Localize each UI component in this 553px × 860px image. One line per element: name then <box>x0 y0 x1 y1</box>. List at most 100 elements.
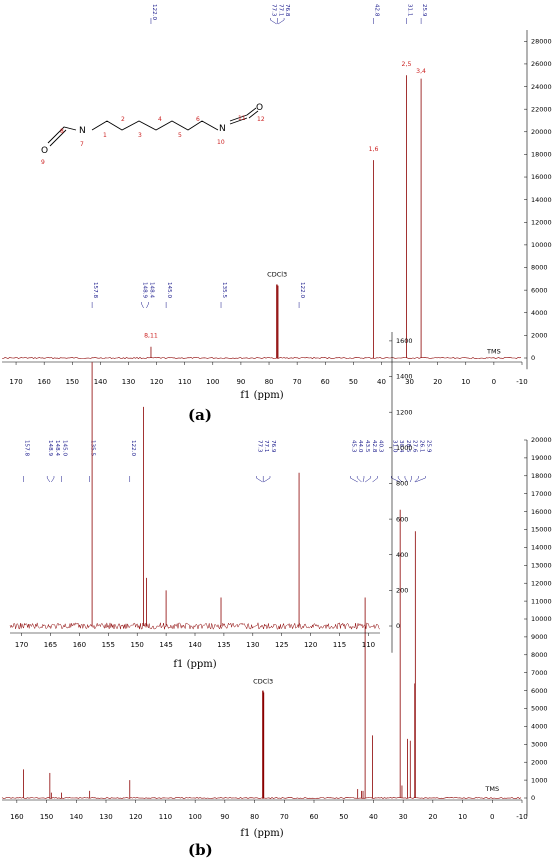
peak-shift-label: 157.8 <box>23 440 29 456</box>
x-tick-label: 140 <box>70 813 83 821</box>
panel-b-spectrum: 160 150 140 130 120 110 100 90 80 70 60 50 40 30 20 10 0… <box>1 436 552 839</box>
y-tick-label: 400 <box>396 551 408 559</box>
peak-shift-label: 31.0 <box>391 440 397 453</box>
peak-label-connector <box>362 476 365 483</box>
y-tick-label: 18000 <box>531 472 552 480</box>
baseline-trace <box>1 797 522 799</box>
x-tick-label: 80 <box>250 813 259 821</box>
x-axis-title: f1 (ppm) <box>240 390 283 401</box>
y-tick-label: 10000 <box>531 241 552 249</box>
atom-number-2: 2 <box>121 116 125 123</box>
peak-shift-label: 135.5 <box>90 440 96 456</box>
atom-number-3: 3 <box>138 132 142 139</box>
y-tick-label: 12000 <box>531 579 552 587</box>
x-tick-label: 120 <box>150 378 163 386</box>
x-tick-label: 100 <box>188 813 201 821</box>
x-tick-label: 70 <box>293 378 302 386</box>
x-tick-label: 150 <box>40 813 53 821</box>
x-tick-label: 110 <box>362 641 375 649</box>
peak-label-connector <box>391 476 401 483</box>
peak-shift-label: 76.8 <box>284 4 290 17</box>
peak-shift-label: 148.4 <box>148 282 154 298</box>
x-tick-label: 145 <box>159 641 172 649</box>
x-tick-label: 150 <box>131 641 144 649</box>
y-tick-label: 17000 <box>531 490 552 498</box>
y-tick-label: 2000 <box>531 332 548 340</box>
peak-shift-label: 42.8 <box>371 440 377 453</box>
y-tick-label: 9000 <box>531 633 548 641</box>
x-axis-title: f1 (ppm) <box>173 659 216 670</box>
peak-shift-label: 76.9 <box>270 440 276 453</box>
y-tick-label: 26000 <box>531 60 552 68</box>
x-tick-label: 30 <box>405 378 414 386</box>
peak-label-connector <box>415 476 426 483</box>
peak-label-connector <box>256 476 263 483</box>
peak-shift-label: 25.9 <box>421 4 427 17</box>
x-tick-label: 130 <box>99 813 112 821</box>
y-tick-label: 18000 <box>531 151 552 159</box>
peak-shift-label: 145.0 <box>166 282 172 298</box>
peak-shift-label: 30.4 <box>398 440 404 453</box>
atom-number-12: 12 <box>257 116 265 123</box>
x-tick-label: 140 <box>188 641 201 649</box>
y-tick-label: 8000 <box>531 264 548 272</box>
x-tick-label: 60 <box>321 378 330 386</box>
x-tick-label: 60 <box>310 813 319 821</box>
peak-shift-label: 42.8 <box>374 4 380 17</box>
peak-shift-label: 148.9 <box>47 440 53 456</box>
peak-shift-label: 77.3 <box>256 440 262 453</box>
peak-label-connector <box>397 476 403 483</box>
peak-shift-label: 45.3 <box>350 440 356 453</box>
panel-b-inset-spectrum: 170 165 160 155 150 145 140 135 130 125 120 115 110 f… <box>9 282 413 670</box>
x-tick-label: -10 <box>516 378 527 386</box>
y-tick-label: 1600 <box>396 337 413 345</box>
y-tick-label: 20000 <box>531 128 552 136</box>
atom-number-10: 10 <box>217 139 225 146</box>
peak-shift-label: 122.0 <box>151 4 157 20</box>
bond-c-o-right-1 <box>246 107 257 116</box>
double-bond-co-left <box>49 129 67 147</box>
atom-number-8: 8 <box>60 128 64 135</box>
peak-label-connector <box>263 476 271 483</box>
peak-label-connector <box>404 476 408 483</box>
x-tick-label: 160 <box>37 378 50 386</box>
bond-c-o-right-2 <box>248 110 259 119</box>
spectrum-annotation: TMS <box>484 785 499 793</box>
y-tick-label: 4000 <box>531 309 548 317</box>
peak-label-connector <box>141 302 144 309</box>
peak-label-connector <box>46 476 51 483</box>
x-tick-label: 10 <box>458 813 467 821</box>
x-tick-label: 110 <box>159 813 172 821</box>
x-tick-label: 140 <box>94 378 107 386</box>
atom-number-4: 4 <box>158 116 162 123</box>
x-tick-label: 70 <box>280 813 289 821</box>
x-tick-label: 50 <box>339 813 348 821</box>
y-tick-label: 20000 <box>531 436 552 444</box>
molecule-structure: O N N O 1 2 3 4 5 6 7 8 9 10 11 12 <box>41 103 265 166</box>
peak-shift-label: 25.9 <box>425 440 431 453</box>
x-tick-label: 90 <box>220 813 229 821</box>
y-tick-label: 1000 <box>396 444 413 452</box>
x-tick-label: 40 <box>377 378 386 386</box>
peak-shift-label: 148.4 <box>54 440 60 456</box>
x-tick-label: -10 <box>516 813 527 821</box>
peak-label-connector <box>51 476 55 483</box>
peak-shift-label: 145.0 <box>61 440 67 456</box>
x-axis-title: f1 (ppm) <box>240 828 283 839</box>
y-tick-label: 24000 <box>531 83 552 91</box>
peak-label-connector <box>356 476 362 483</box>
x-tick-label: 50 <box>349 378 358 386</box>
baseline-trace <box>2 357 522 359</box>
peak-label-connector <box>146 302 149 309</box>
peak-shift-label: 157.8 <box>92 282 98 298</box>
atom-n-right: N <box>219 124 226 134</box>
x-tick-label: 20 <box>433 378 442 386</box>
y-tick-label: 13000 <box>531 562 552 570</box>
atom-number-9: 9 <box>41 159 45 166</box>
bond-n-c-right-1 <box>229 114 248 122</box>
carbon-assignment-label: 2,5 <box>402 61 412 68</box>
y-tick-label: 11000 <box>531 597 552 605</box>
peak-label-connector <box>350 476 358 483</box>
y-tick-label: 8000 <box>531 651 548 659</box>
panel-label-b: (b) <box>188 841 213 859</box>
